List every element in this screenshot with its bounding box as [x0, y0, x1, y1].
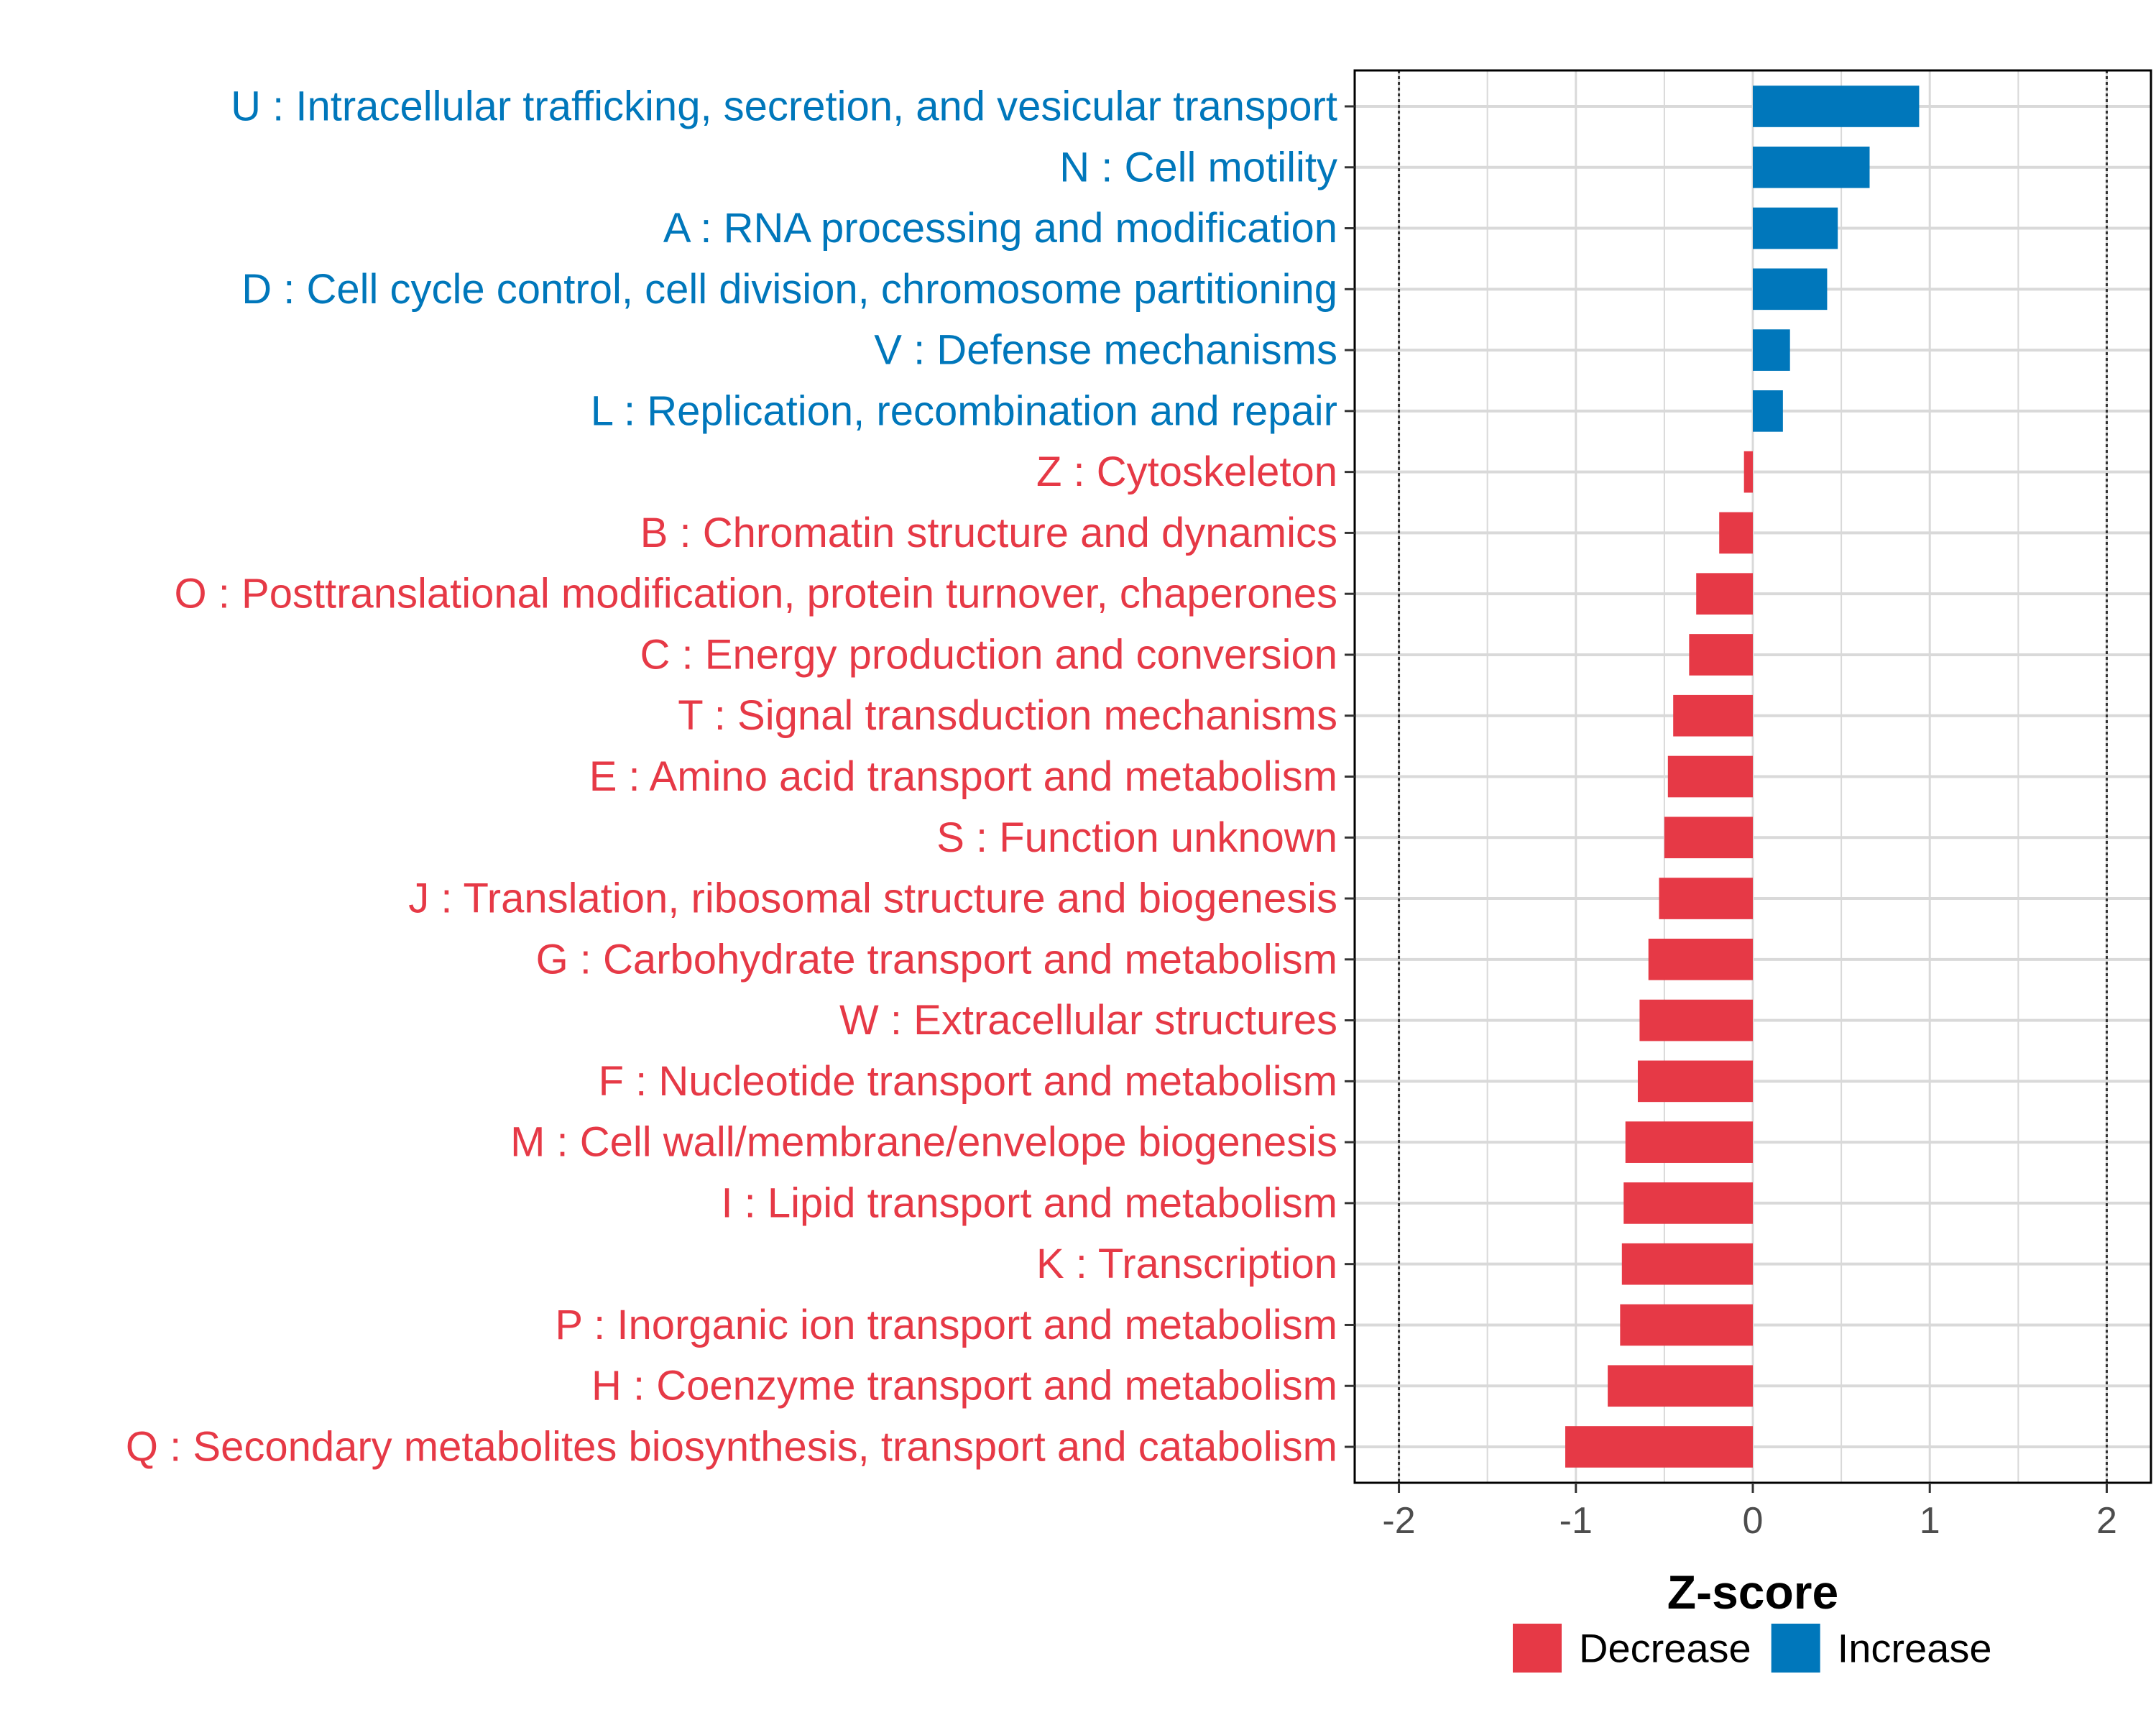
category-label: M : Cell wall/membrane/envelope biogenes… [510, 1119, 1337, 1166]
bar [1621, 1243, 1753, 1285]
category-label: O : Posttranslational modification, prot… [175, 571, 1337, 617]
legend-swatch-increase [1771, 1624, 1820, 1673]
bar [1753, 268, 1828, 310]
bars [1565, 86, 1920, 1468]
category-label: B : Chromatin structure and dynamics [640, 510, 1337, 556]
bar [1623, 1182, 1753, 1224]
category-label: F : Nucleotide transport and metabolism [599, 1058, 1337, 1105]
category-label: C : Energy production and conversion [640, 631, 1337, 678]
category-label: A : RNA processing and modification [663, 205, 1337, 252]
bar [1673, 694, 1753, 737]
bar [1719, 512, 1753, 554]
category-label: D : Cell cycle control, cell division, c… [241, 266, 1337, 313]
bar [1696, 573, 1753, 615]
bar [1637, 1060, 1753, 1103]
category-label: H : Coenzyme transport and metabolism [591, 1363, 1337, 1409]
legend-label-increase: Increase [1838, 1626, 1992, 1671]
x-tick-label: 2 [2096, 1500, 2117, 1542]
category-label: Z : Cytoskeleton [1036, 448, 1337, 495]
bar [1753, 329, 1790, 371]
category-label: J : Translation, ribosomal structure and… [408, 875, 1337, 922]
bar [1753, 390, 1783, 432]
category-label: Q : Secondary metabolites biosynthesis, … [126, 1424, 1337, 1471]
category-label: V : Defense mechanisms [874, 327, 1337, 374]
bar [1753, 146, 1870, 188]
category-label: I : Lipid transport and metabolism [721, 1179, 1337, 1226]
bar [1648, 938, 1753, 980]
legend-label-decrease: Decrease [1579, 1626, 1751, 1671]
x-tick-label: 1 [1920, 1500, 1940, 1542]
category-label: K : Transcription [1036, 1241, 1337, 1287]
bar [1659, 878, 1753, 919]
category-label: G : Carbohydrate transport and metabolis… [536, 936, 1337, 983]
category-label: W : Extracellular structures [839, 997, 1337, 1044]
category-label: E : Amino acid transport and metabolism [589, 753, 1337, 800]
category-label: N : Cell motility [1059, 144, 1337, 190]
bar [1608, 1365, 1753, 1407]
bar [1639, 999, 1753, 1041]
category-label: L : Replication, recombination and repai… [591, 387, 1337, 434]
x-tick-label: 0 [1743, 1500, 1764, 1542]
bar [1753, 86, 1920, 127]
legend: Decrease Increase [1513, 1624, 1991, 1673]
category-label: S : Function unknown [936, 814, 1337, 861]
bar [1625, 1121, 1753, 1163]
x-axis-title: Z-score [1667, 1565, 1838, 1619]
legend-swatch-decrease [1513, 1624, 1562, 1673]
y-axis-ticks [1345, 105, 1355, 1448]
bar [1667, 755, 1753, 798]
category-label: T : Signal transduction mechanisms [678, 692, 1337, 739]
category-label: P : Inorganic ion transport and metaboli… [555, 1302, 1337, 1348]
x-tick-label: -1 [1560, 1500, 1593, 1542]
category-labels: U : Intracellular trafficking, secretion… [126, 83, 1337, 1471]
x-tick-label: -2 [1382, 1500, 1415, 1542]
bar [1565, 1426, 1753, 1468]
bar [1743, 451, 1753, 493]
category-label: U : Intracellular trafficking, secretion… [231, 83, 1337, 130]
bar [1753, 207, 1838, 249]
x-axis-ticks: -2 -1 0 1 2 [1382, 1483, 2117, 1542]
bar [1689, 634, 1753, 676]
bar [1664, 816, 1753, 859]
bar [1620, 1304, 1753, 1346]
